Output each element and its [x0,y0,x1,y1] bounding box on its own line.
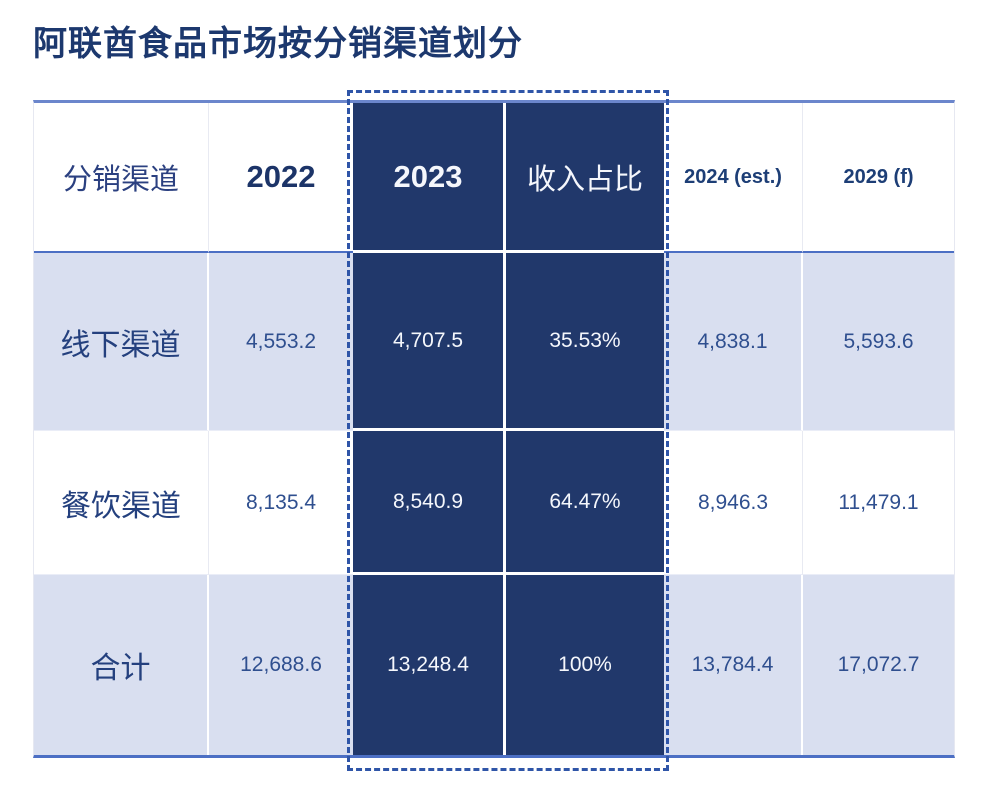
header-cell-2023: 2023 [353,103,506,253]
header-cell-2029-f: 2029 (f) [803,103,954,253]
header-cell-revenue-share: 收入占比 [506,103,664,253]
cell-offline-2022: 4,553.2 [209,253,353,431]
cell-foodservice-2022: 8,135.4 [209,431,353,575]
cell-offline-2029: 5,593.6 [803,253,954,431]
cell-foodservice-2024: 8,946.3 [664,431,803,575]
row-total-label: 合计 [34,575,209,755]
cell-total-2029: 17,072.7 [803,575,954,755]
cell-total-share: 100% [506,575,664,755]
page-title: 阿联酋食品市场按分销渠道划分 [33,26,523,63]
row-offline-label: 线下渠道 [34,253,209,431]
cell-total-2024: 13,784.4 [664,575,803,755]
cell-foodservice-2029: 11,479.1 [803,431,954,575]
header-cell-channel: 分销渠道 [34,103,209,253]
cell-foodservice-2023: 8,540.9 [353,431,506,575]
cell-total-2023: 13,248.4 [353,575,506,755]
distribution-channel-table: 分销渠道 2022 2023 收入占比 2024 (est.) 2029 (f)… [33,100,955,758]
header-cell-2022: 2022 [209,103,353,253]
cell-offline-share: 35.53% [506,253,664,431]
cell-offline-2024: 4,838.1 [664,253,803,431]
cell-offline-2023: 4,707.5 [353,253,506,431]
cell-total-2022: 12,688.6 [209,575,353,755]
header-cell-2024-est: 2024 (est.) [664,103,803,253]
row-foodservice-label: 餐饮渠道 [34,431,209,575]
cell-foodservice-share: 64.47% [506,431,664,575]
